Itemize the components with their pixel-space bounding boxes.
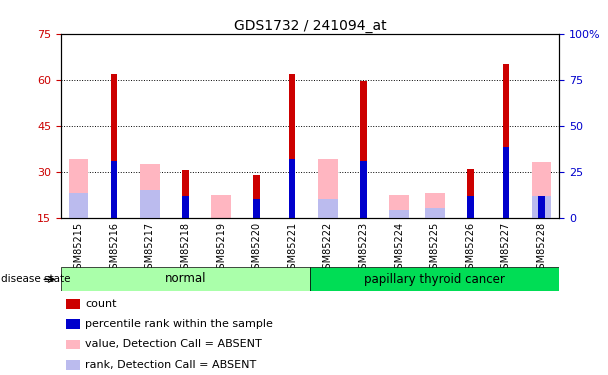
Text: papillary thyroid cancer: papillary thyroid cancer xyxy=(364,273,505,285)
Bar xyxy=(66,339,80,349)
Text: GSM85216: GSM85216 xyxy=(109,222,119,274)
Bar xyxy=(389,210,409,218)
Bar xyxy=(211,195,231,217)
Bar xyxy=(61,267,310,291)
Bar xyxy=(66,299,80,309)
Bar xyxy=(289,74,295,217)
Bar xyxy=(69,159,88,218)
Bar xyxy=(425,193,444,217)
Bar xyxy=(538,196,545,217)
Bar xyxy=(182,170,188,217)
Text: value, Detection Call = ABSENT: value, Detection Call = ABSENT xyxy=(85,339,261,350)
Text: GSM85218: GSM85218 xyxy=(181,222,190,274)
Text: GSM85224: GSM85224 xyxy=(394,222,404,274)
Bar xyxy=(318,159,337,218)
Bar xyxy=(111,161,117,218)
Text: count: count xyxy=(85,299,116,309)
Text: GSM85222: GSM85222 xyxy=(323,222,333,275)
Text: normal: normal xyxy=(165,273,206,285)
Bar xyxy=(503,64,509,218)
Text: GSM85228: GSM85228 xyxy=(536,222,547,274)
Bar xyxy=(361,81,367,218)
Bar xyxy=(425,209,444,218)
Bar xyxy=(532,196,551,217)
Bar xyxy=(318,199,337,217)
Text: GSM85225: GSM85225 xyxy=(430,222,440,275)
Bar xyxy=(66,360,80,370)
Text: GSM85226: GSM85226 xyxy=(465,222,475,274)
Bar xyxy=(69,193,88,217)
Bar xyxy=(182,196,188,217)
Bar xyxy=(140,190,160,217)
Text: GSM85221: GSM85221 xyxy=(287,222,297,274)
Text: GSM85217: GSM85217 xyxy=(145,222,155,274)
Text: GSM85227: GSM85227 xyxy=(501,222,511,275)
Text: disease state: disease state xyxy=(1,274,71,284)
Bar xyxy=(66,320,80,329)
Bar xyxy=(140,164,160,218)
Bar xyxy=(310,267,559,291)
Text: rank, Detection Call = ABSENT: rank, Detection Call = ABSENT xyxy=(85,360,256,370)
Text: percentile rank within the sample: percentile rank within the sample xyxy=(85,319,273,329)
Bar xyxy=(111,74,117,217)
Bar xyxy=(467,168,474,217)
Bar xyxy=(254,199,260,217)
Text: GSM85220: GSM85220 xyxy=(252,222,261,274)
Bar xyxy=(503,147,509,218)
Bar xyxy=(532,162,551,218)
Bar xyxy=(289,159,295,218)
Bar xyxy=(467,196,474,217)
Text: GSM85223: GSM85223 xyxy=(359,222,368,274)
Bar xyxy=(361,161,367,218)
Title: GDS1732 / 241094_at: GDS1732 / 241094_at xyxy=(233,19,387,33)
Text: GSM85219: GSM85219 xyxy=(216,222,226,274)
Text: GSM85215: GSM85215 xyxy=(74,222,84,274)
Bar xyxy=(254,175,260,217)
Bar xyxy=(389,195,409,217)
